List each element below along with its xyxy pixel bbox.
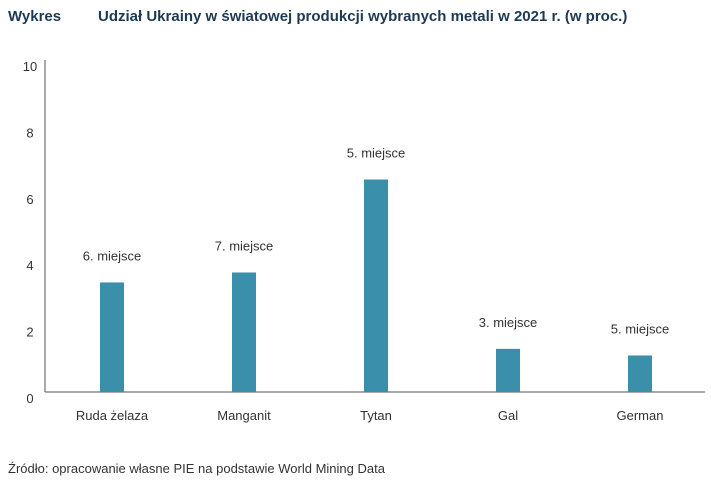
y-tick-label: 10 [23,59,37,74]
x-tick-label: Gal [498,408,518,423]
bar [232,272,256,392]
bar [364,179,388,392]
source-note: Źródło: opracowanie własne PIE na podsta… [8,461,385,476]
bar [496,348,520,392]
figure-label: Wykres [8,8,62,25]
data-label: 6. miejsce [83,248,142,263]
x-tick-label: Ruda żelaza [76,408,149,423]
x-tick-label: Tytan [360,408,392,423]
data-label: 5. miejsce [347,146,406,161]
chart-title: Udział Ukrainy w światowej produkcji wyb… [98,8,628,25]
x-tick-label: Manganit [217,408,271,423]
bar [100,282,124,392]
bar [628,355,652,392]
y-tick-label: 8 [26,125,33,140]
data-label: 3. miejsce [479,315,538,330]
y-tick-label: 0 [26,391,33,406]
y-tick-label: 6 [26,192,33,207]
data-label: 5. miejsce [611,321,670,336]
data-label: 7. miejsce [215,238,274,253]
y-tick-label: 4 [26,258,33,273]
y-tick-label: 2 [26,325,33,340]
x-tick-label: German [617,408,664,423]
